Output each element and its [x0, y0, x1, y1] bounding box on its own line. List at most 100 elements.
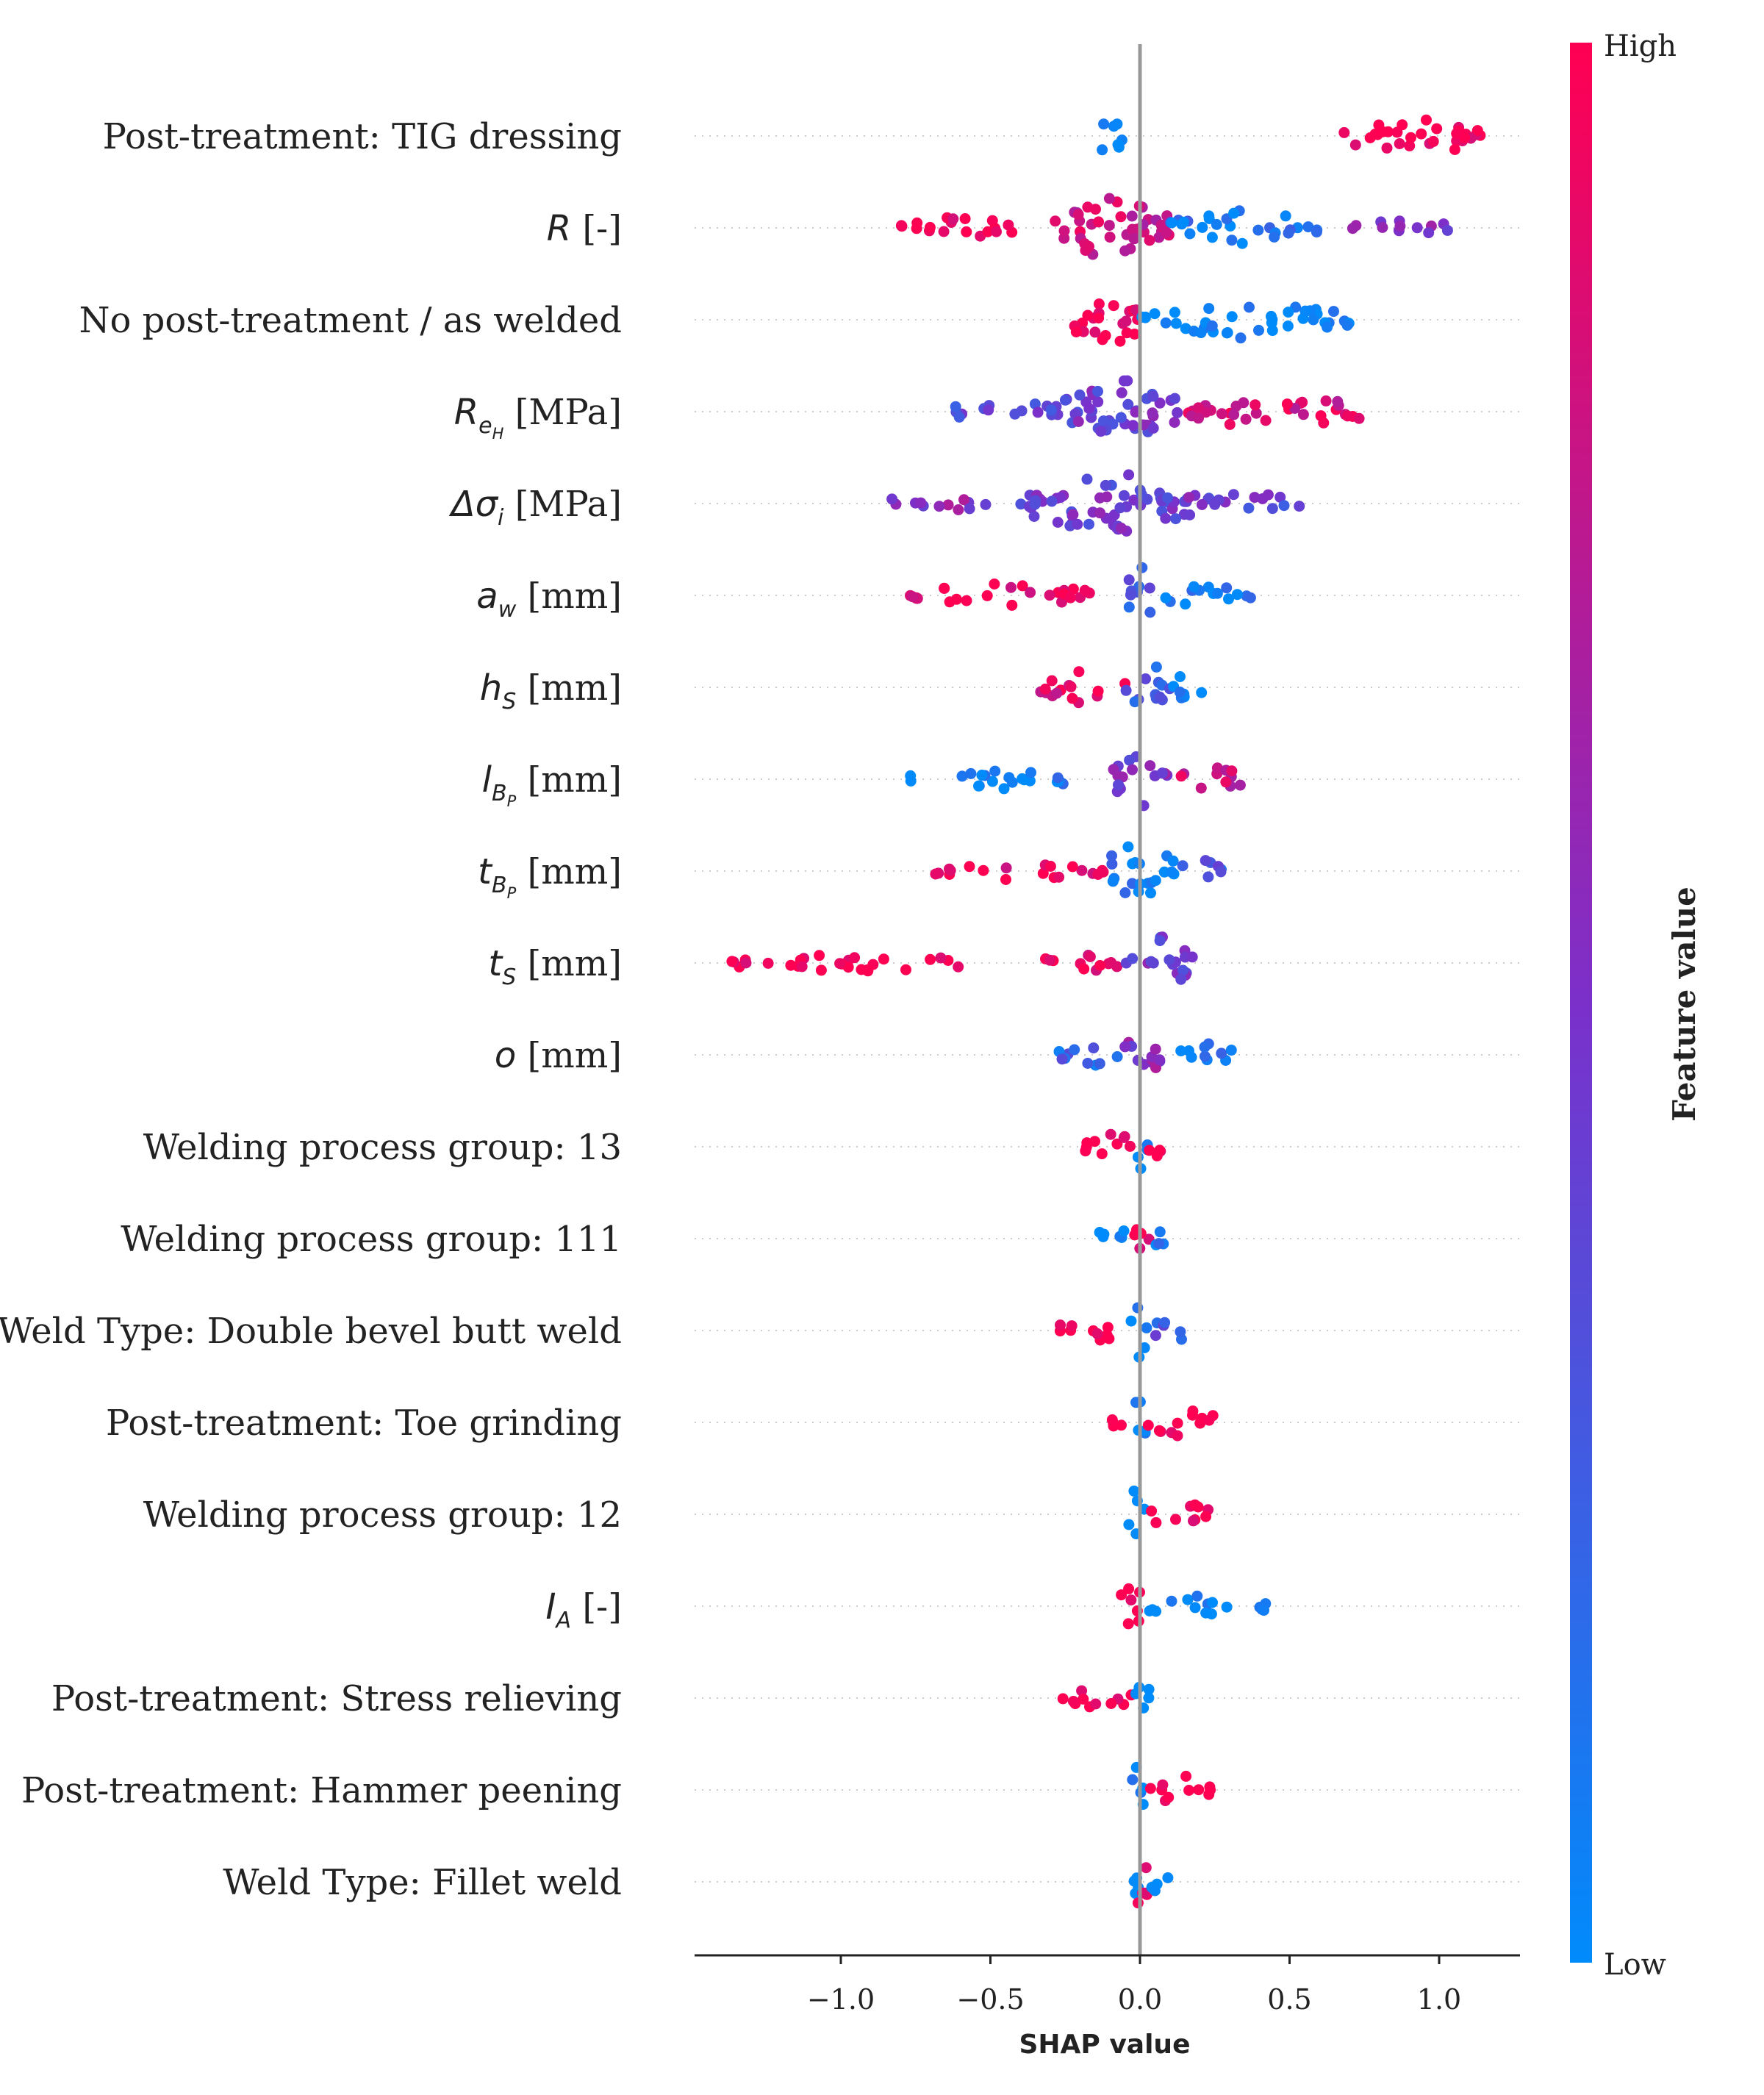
shap-point	[991, 226, 1002, 237]
shap-point	[1094, 960, 1106, 971]
shap-point	[1167, 855, 1179, 867]
shap-point	[886, 493, 898, 505]
shap-point	[1055, 1319, 1066, 1331]
shap-point	[1236, 237, 1248, 249]
shap-point	[1441, 225, 1453, 236]
shap-point	[1106, 858, 1118, 870]
shap-point	[796, 961, 808, 973]
x-tick-label: −0.5	[956, 1983, 1024, 2016]
shap-point	[1055, 492, 1066, 504]
shap-point	[1127, 223, 1139, 235]
feature-label: ReH [MPa]	[454, 392, 622, 443]
feature-label: aw [mm]	[476, 576, 622, 623]
shap-point	[953, 504, 964, 515]
shap-point	[834, 958, 846, 970]
feature-label: IA [-]	[545, 1586, 622, 1633]
shap-point	[1150, 661, 1162, 673]
shap-point	[1097, 144, 1108, 156]
shap-point	[1094, 1058, 1105, 1070]
shap-point	[1056, 1053, 1068, 1065]
shap-point	[1175, 1045, 1187, 1057]
shap-point	[814, 950, 825, 961]
shap-point	[1144, 760, 1156, 772]
shap-point	[1093, 298, 1105, 309]
shap-point	[1132, 1151, 1144, 1163]
shap-point	[1192, 402, 1204, 414]
feature-rows	[695, 135, 1520, 1883]
shap-point	[1215, 866, 1227, 878]
shap-point	[1108, 764, 1119, 776]
shap-point	[1123, 1583, 1135, 1594]
feature-unit: [mm]	[516, 667, 622, 709]
shap-point	[1081, 473, 1093, 485]
shap-point	[1118, 1132, 1130, 1143]
shap-point	[1104, 232, 1116, 243]
shap-point	[1147, 422, 1159, 434]
shap-point	[1283, 227, 1294, 239]
shap-point	[1006, 776, 1018, 788]
feature-subscript: S	[502, 964, 516, 990]
colorbar: High Low Feature value	[1570, 29, 1702, 1982]
shap-point	[1144, 1783, 1156, 1794]
shap-point	[1172, 407, 1183, 418]
shap-point	[1105, 1128, 1116, 1140]
shap-point	[907, 591, 919, 603]
shap-point	[900, 964, 911, 975]
shap-point	[1044, 590, 1055, 601]
shap-point	[1451, 128, 1463, 140]
feature-labels: Post-treatment: TIG dressing R [-] No post…	[0, 116, 622, 1903]
shap-point	[1106, 1414, 1118, 1425]
shap-point	[1230, 401, 1242, 412]
shap-point	[1169, 417, 1180, 428]
shap-point	[947, 213, 959, 225]
x-tick-label: 0.5	[1267, 1983, 1311, 2016]
shap-point	[1111, 118, 1123, 130]
shap-point	[1118, 1225, 1130, 1236]
shap-point	[1243, 502, 1255, 514]
feature-label: Post-treatment: Stress relieving	[51, 1678, 622, 1719]
feature-unit: [mm]	[516, 851, 622, 892]
feature-subscript: B	[492, 781, 507, 806]
feature-symbol: Δσ	[448, 484, 499, 525]
shap-point	[1111, 1051, 1123, 1062]
shap-point	[939, 582, 950, 594]
feature-unit: [mm]	[516, 576, 622, 617]
shap-point	[1281, 398, 1293, 410]
shap-point	[964, 861, 975, 873]
shap-point	[1076, 864, 1088, 876]
shap-point	[1098, 118, 1110, 130]
shap-point	[1116, 1589, 1127, 1601]
shap-point	[1070, 326, 1082, 337]
shap-point	[1037, 867, 1049, 879]
shap-point	[1149, 1885, 1161, 1897]
shap-point	[1174, 687, 1186, 698]
shap-point	[1151, 1150, 1163, 1161]
shap-point	[1260, 415, 1272, 426]
shap-point	[1349, 139, 1361, 151]
shap-point	[1046, 495, 1058, 507]
shap-point	[1140, 673, 1152, 684]
feature-subscript: i	[498, 505, 504, 531]
x-tick-label: −1.0	[807, 1983, 875, 2016]
shap-point	[1162, 1872, 1174, 1883]
shap-point	[1231, 589, 1243, 601]
shap-point	[1114, 502, 1126, 514]
shap-point	[1211, 218, 1222, 230]
shap-point	[1253, 324, 1264, 336]
shap-point	[1180, 1770, 1192, 1782]
shap-point	[1224, 418, 1236, 430]
shap-point	[1234, 779, 1246, 791]
feature-subscript: e	[478, 413, 492, 439]
shap-point	[1078, 963, 1090, 975]
feature-label: Weld Type: Double bevel butt weld	[0, 1311, 622, 1352]
shap-point	[1115, 412, 1127, 423]
shap-point	[1157, 767, 1168, 779]
shap-point	[1100, 479, 1111, 491]
shap-point	[956, 770, 968, 782]
shap-point	[1320, 395, 1332, 407]
shap-point	[1183, 492, 1195, 504]
shap-point	[1072, 416, 1084, 427]
shap-point	[1342, 410, 1353, 422]
shap-point	[1197, 221, 1208, 233]
shap-point	[1067, 1696, 1079, 1707]
